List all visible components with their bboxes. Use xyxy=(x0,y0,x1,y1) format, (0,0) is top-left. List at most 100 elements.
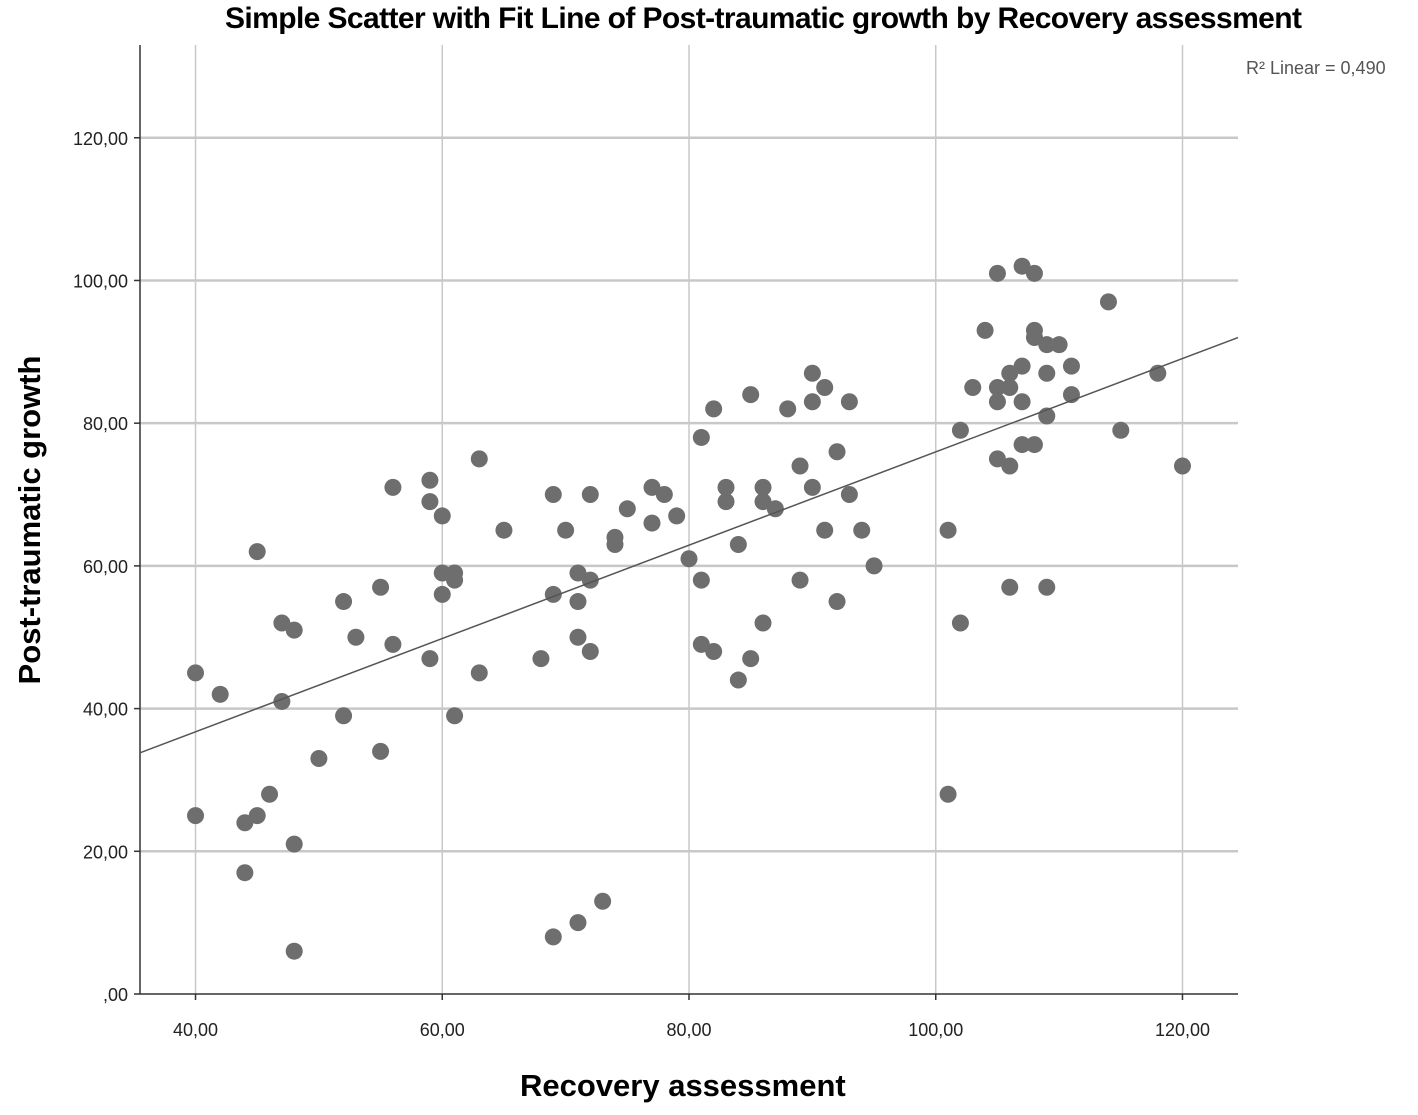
data-point xyxy=(828,593,846,611)
data-point xyxy=(285,942,303,960)
data-point xyxy=(643,478,661,496)
data-point xyxy=(729,671,747,689)
data-point xyxy=(1038,578,1056,596)
data-point xyxy=(1025,329,1043,347)
data-point xyxy=(951,421,969,439)
data-point xyxy=(742,650,760,668)
data-point xyxy=(569,593,587,611)
data-point xyxy=(433,564,451,582)
data-point xyxy=(803,364,821,382)
data-point xyxy=(951,614,969,632)
data-point xyxy=(1013,436,1031,454)
data-point xyxy=(668,507,686,525)
data-point xyxy=(643,514,661,532)
data-point xyxy=(754,493,772,511)
data-point xyxy=(1038,336,1056,354)
y-tick-label: 120,00 xyxy=(73,129,128,149)
data-point xyxy=(433,507,451,525)
y-tick-label: 80,00 xyxy=(83,414,128,434)
data-point xyxy=(446,707,464,725)
data-point xyxy=(594,892,612,910)
data-point xyxy=(988,264,1006,282)
data-point xyxy=(1025,436,1043,454)
data-point xyxy=(717,478,735,496)
data-point xyxy=(988,450,1006,468)
data-point xyxy=(557,521,575,539)
data-point xyxy=(1062,357,1080,375)
x-tick-label: 40,00 xyxy=(173,1020,218,1040)
data-point xyxy=(816,521,834,539)
data-point xyxy=(261,785,279,803)
data-point xyxy=(1112,421,1130,439)
data-point xyxy=(236,814,254,832)
data-point xyxy=(655,486,673,504)
data-point xyxy=(470,450,488,468)
data-point xyxy=(310,750,328,768)
data-point xyxy=(705,400,723,418)
data-point xyxy=(1001,378,1019,396)
r-squared-label: R² Linear = 0,490 xyxy=(1246,58,1386,78)
data-point xyxy=(840,486,858,504)
data-point xyxy=(1025,264,1043,282)
data-point xyxy=(803,478,821,496)
data-point xyxy=(1013,257,1031,275)
data-point xyxy=(1001,457,1019,475)
data-point xyxy=(865,557,883,575)
data-point xyxy=(421,493,439,511)
data-point xyxy=(791,457,809,475)
data-point xyxy=(828,443,846,461)
data-point xyxy=(495,521,513,539)
data-point xyxy=(1099,293,1117,311)
data-point xyxy=(446,571,464,589)
data-point xyxy=(754,478,772,496)
data-point xyxy=(285,835,303,853)
data-point xyxy=(187,664,205,682)
data-point xyxy=(705,643,723,661)
data-point xyxy=(1013,357,1031,375)
data-point xyxy=(1013,393,1031,411)
data-point xyxy=(187,807,205,825)
data-point xyxy=(421,471,439,489)
data-point xyxy=(618,500,636,518)
data-point xyxy=(372,578,390,596)
x-axis-title: Recovery assessment xyxy=(520,1068,846,1103)
data-point xyxy=(742,386,760,404)
data-point xyxy=(569,628,587,646)
data-point xyxy=(1001,578,1019,596)
y-tick-label: 100,00 xyxy=(73,271,128,291)
data-point xyxy=(939,785,957,803)
fit-line xyxy=(139,336,1239,754)
data-point xyxy=(754,614,772,632)
data-point xyxy=(273,614,291,632)
data-point xyxy=(285,621,303,639)
data-point xyxy=(1173,457,1191,475)
y-axis-title: Post-traumatic growth xyxy=(12,355,47,685)
y-tick-label: 40,00 xyxy=(83,700,128,720)
data-point xyxy=(803,393,821,411)
y-tick-label: 20,00 xyxy=(83,842,128,862)
data-point xyxy=(347,628,365,646)
data-point xyxy=(692,428,710,446)
data-point xyxy=(581,486,599,504)
data-point xyxy=(532,650,550,668)
data-point xyxy=(470,664,488,682)
data-point xyxy=(569,914,587,932)
data-point xyxy=(766,500,784,518)
data-point xyxy=(581,643,599,661)
data-point xyxy=(692,571,710,589)
data-point xyxy=(384,478,402,496)
data-point xyxy=(729,535,747,553)
data-point xyxy=(421,650,439,668)
data-point xyxy=(779,400,797,418)
data-point xyxy=(236,864,254,882)
data-point xyxy=(1001,364,1019,382)
chart-title: Simple Scatter with Fit Line of Post-tra… xyxy=(225,2,1302,35)
data-point xyxy=(964,378,982,396)
data-point xyxy=(384,635,402,653)
data-point xyxy=(1038,364,1056,382)
data-point xyxy=(248,543,266,561)
data-point xyxy=(606,535,624,553)
x-tick-label: 80,00 xyxy=(666,1020,711,1040)
